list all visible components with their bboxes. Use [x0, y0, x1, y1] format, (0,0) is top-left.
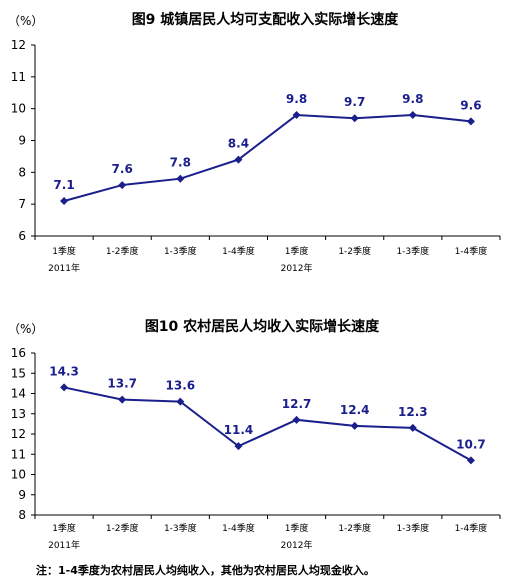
- chart1-x-tick-label: 1-2季度: [106, 245, 139, 257]
- chart1-data-label: 7.1: [53, 178, 74, 192]
- chart1-unit-label: （%）: [8, 14, 43, 28]
- chart2-data-label: 14.3: [49, 364, 79, 378]
- chart2-y-tick-label: 10: [11, 468, 26, 482]
- chart2-data-label: 10.7: [456, 437, 486, 451]
- chart2-unit-label: （%）: [8, 322, 43, 336]
- chart1-x-tick-label: 1-3季度: [396, 245, 429, 257]
- chart2-x-tick-label: 1季度: [285, 522, 309, 534]
- chart2-y-tick-label: 15: [11, 366, 26, 380]
- chart1-y-tick-label: 9: [18, 134, 26, 148]
- chart1-y-tick-label: 6: [18, 229, 26, 243]
- chart1-data-point: [408, 111, 417, 120]
- chart1-year-label: 2012年: [281, 262, 313, 274]
- chart1-data-label: 9.6: [460, 98, 481, 112]
- chart1-data-point: [350, 114, 359, 123]
- chart1-data-label: 7.8: [170, 156, 191, 170]
- chart2-data-point: [118, 395, 127, 404]
- chart2-series-line: [63, 386, 472, 462]
- chart2-year-label: 2012年: [281, 539, 313, 551]
- chart1-x-tick-label: 1-4季度: [222, 245, 255, 257]
- chart1-x-tick-label: 1-3季度: [164, 245, 197, 257]
- chart1-y-tick-label: 12: [11, 38, 26, 52]
- chart2-y-tick-label: 16: [11, 346, 26, 360]
- chart1-x-tick-label: 1-2季度: [338, 245, 371, 257]
- chart2-data-label: 12.3: [398, 405, 428, 419]
- chart2-data-point: [350, 421, 359, 430]
- chart2-year-label: 2011年: [48, 539, 80, 551]
- chart1-y-tick-label: 7: [18, 197, 26, 211]
- chart1-year-label: 2011年: [48, 262, 80, 274]
- chart2-x-tick-label: 1-3季度: [396, 522, 429, 534]
- chart2-data-label: 13.6: [166, 379, 196, 393]
- chart2-y-tick-label: 11: [11, 447, 26, 461]
- chart1-data-point: [234, 155, 243, 164]
- chart2-x-tick-label: 1-3季度: [164, 522, 197, 534]
- chart2-y-tick-label: 12: [11, 427, 26, 441]
- chart1-data-point: [118, 181, 127, 190]
- chart1-data-label: 9.8: [402, 92, 423, 106]
- chart2-y-tick-label: 9: [18, 488, 26, 502]
- chart1-title: 图9 城镇居民人均可支配收入实际增长速度: [132, 11, 400, 28]
- chart2-data-label: 12.7: [282, 397, 312, 411]
- chart1-data-label: 9.7: [344, 95, 365, 109]
- chart2-x-tick-label: 1-4季度: [455, 522, 488, 534]
- chart2-data-point: [60, 383, 69, 392]
- chart2-x-tick-label: 1-2季度: [338, 522, 371, 534]
- chart2-x-tick-label: 1-4季度: [222, 522, 255, 534]
- chart1-data-point: [466, 117, 475, 126]
- chart1-x-tick-label: 1季度: [52, 245, 76, 257]
- chart1-data-point: [60, 196, 69, 205]
- chart1-series-line: [63, 114, 472, 202]
- chart2-y-tick-label: 14: [11, 387, 26, 401]
- chart2-data-point: [292, 415, 301, 424]
- chart1-y-tick-label: 10: [11, 102, 26, 116]
- chart1-data-point: [176, 174, 185, 183]
- chart2-data-point: [176, 397, 185, 406]
- chart1-data-label: 7.6: [112, 162, 133, 176]
- chart2-data-label: 11.4: [224, 423, 254, 437]
- chart1-data-label: 8.4: [228, 137, 249, 151]
- chart2-x-tick-label: 1季度: [52, 522, 76, 534]
- chart1-data-label: 9.8: [286, 92, 307, 106]
- footnote: 注：1-4季度为农村居民人均纯收入，其他为农村居民人均现金收入。: [36, 564, 375, 577]
- chart1-y-tick-label: 11: [11, 70, 26, 84]
- chart2-data-label: 12.4: [340, 403, 370, 417]
- chart2-data-point: [408, 423, 417, 432]
- chart1-y-tick-label: 8: [18, 165, 26, 179]
- chart2-data-point: [466, 456, 475, 465]
- chart1-data-point: [292, 111, 301, 120]
- chart1-x-tick-label: 1-4季度: [455, 245, 488, 257]
- chart2-y-tick-label: 8: [18, 508, 26, 522]
- chart1-x-tick-label: 1季度: [285, 245, 309, 257]
- chart2-data-point: [234, 442, 243, 451]
- chart2-x-tick-label: 1-2季度: [106, 522, 139, 534]
- chart2-y-tick-label: 13: [11, 407, 26, 421]
- chart2-title: 图10 农村居民人均收入实际增长速度: [145, 318, 380, 335]
- chart2-data-label: 13.7: [107, 377, 137, 391]
